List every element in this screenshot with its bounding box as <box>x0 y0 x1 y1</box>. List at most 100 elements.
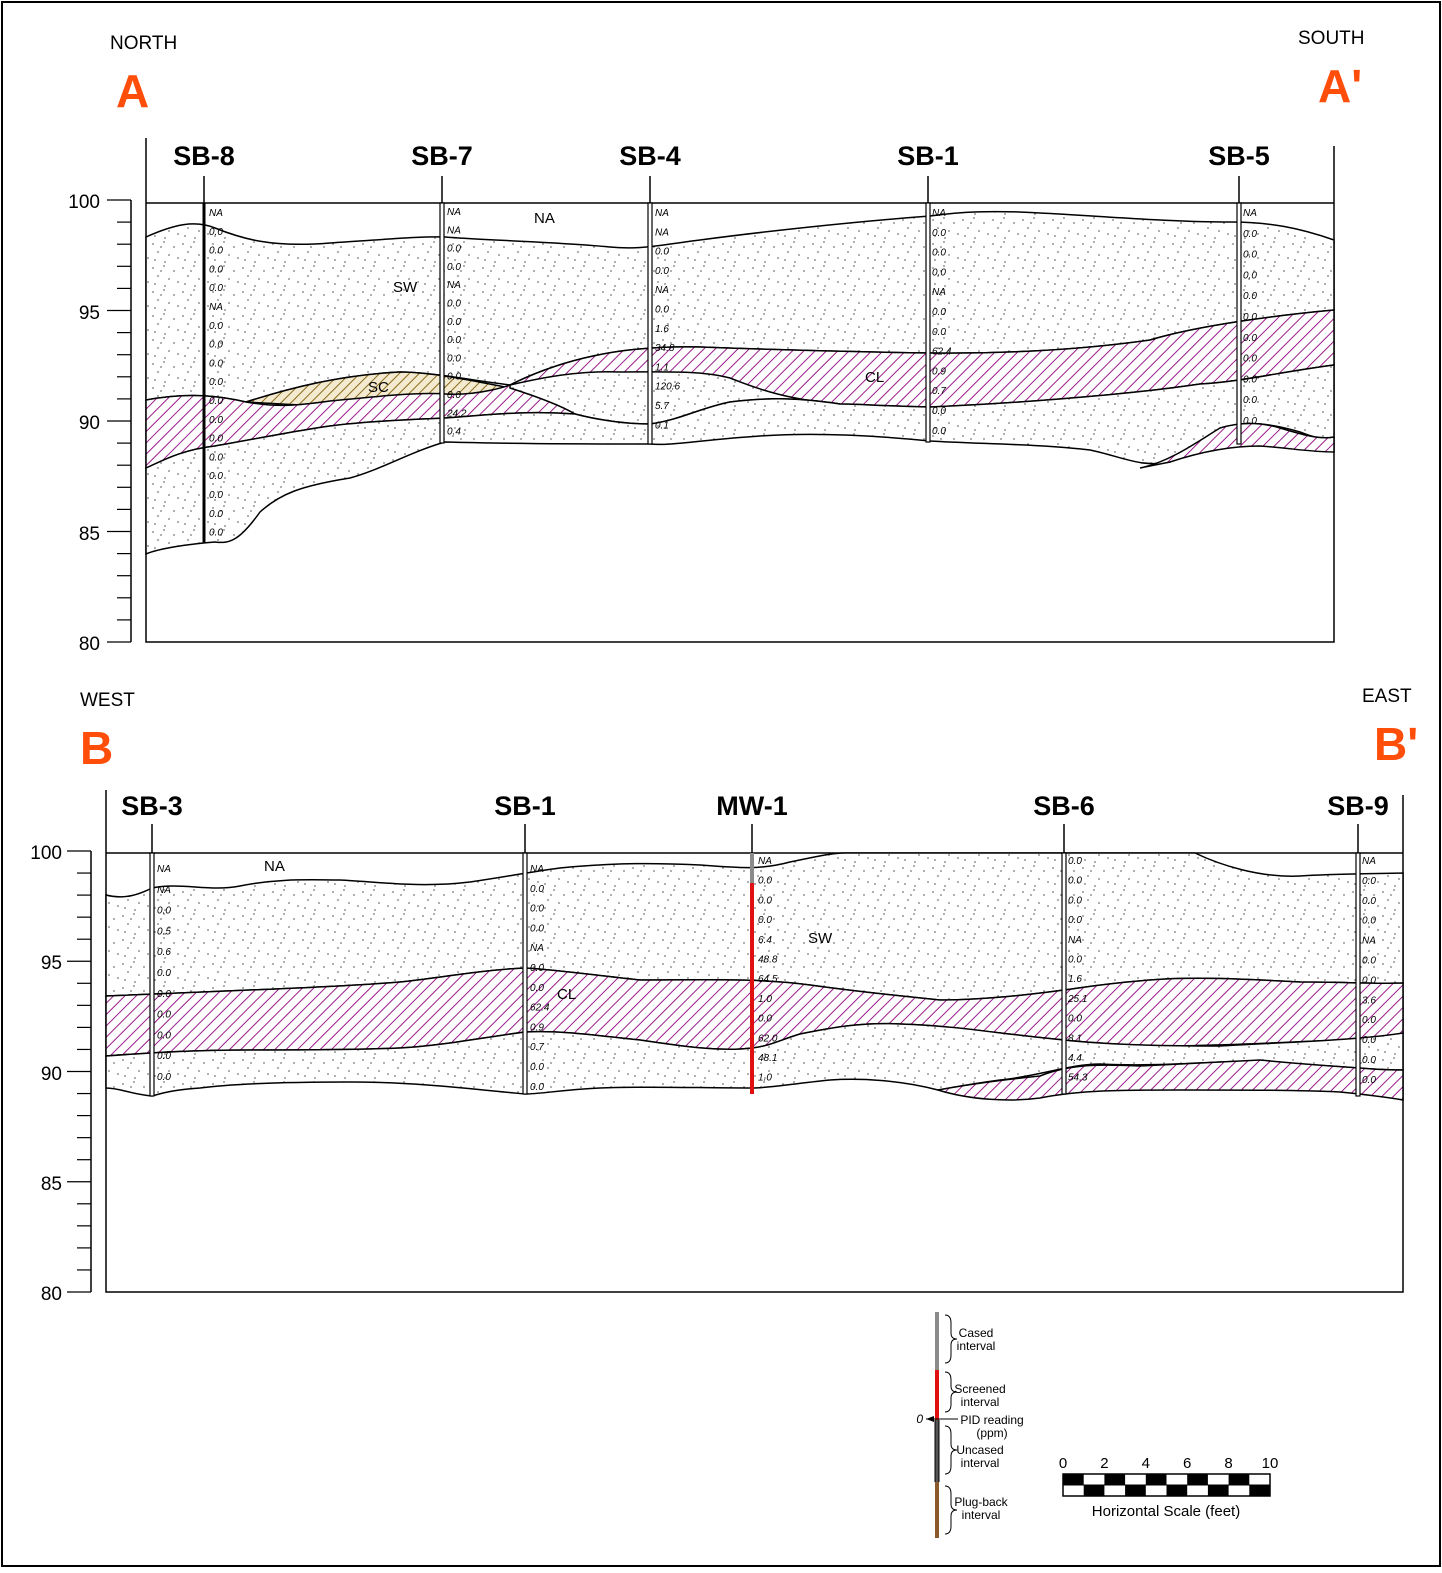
pid-reading: 0.0 <box>1362 1035 1376 1046</box>
boring-name: SB-8 <box>173 141 235 171</box>
pid-reading: 0.0 <box>1068 895 1082 906</box>
pid-reading: NA <box>1243 208 1257 219</box>
pid-reading: 0.0 <box>932 228 946 239</box>
pid-reading: 0.0 <box>209 452 223 463</box>
pid-reading: 0.0 <box>209 471 223 482</box>
pid-reading: 0.0 <box>209 321 223 332</box>
soil-label-na-b: NA <box>264 858 285 875</box>
clay-lens-sb5 <box>1139 422 1335 469</box>
boring-sb-8: SB-8 NA 0.0 0.0 0.0 0.0 NA 0.0 0.0 0.0 0.0 0.0 0.0 0.… <box>173 141 235 543</box>
pid-reading: 0.0 <box>447 262 461 273</box>
pid-reading: 0.0 <box>209 377 223 388</box>
pid-reading: 0.0 <box>530 904 544 915</box>
pid-reading: 62.4 <box>530 1003 550 1014</box>
pid-reading: NA <box>209 302 223 313</box>
pid-reading: 0.0 <box>157 1051 171 1062</box>
pid-reading: 120.6 <box>655 382 680 393</box>
pid-reading: NA <box>209 208 223 219</box>
pid-reading: 0.0 <box>758 1014 772 1025</box>
pid-reading: 0.0 <box>447 244 461 255</box>
pid-reading: 0.0 <box>1362 1015 1376 1026</box>
pid-reading: 0.0 <box>1068 856 1082 867</box>
pid-reading: 0.5 <box>157 926 171 937</box>
pid-reading: 0.0 <box>530 963 544 974</box>
well-legend: 0 Cased interval Screened interval PID rea… <box>916 1312 1024 1538</box>
pid-reading: 0.9 <box>932 366 946 377</box>
pid-reading: 0.0 <box>758 876 772 887</box>
pid-reading: 0.0 <box>157 1072 171 1083</box>
pid-reading: 0.0 <box>157 968 171 979</box>
pid-reading: 0.0 <box>209 509 223 520</box>
y-tick-100-a: 100 <box>68 192 100 213</box>
boring-sb-6: SB-6 0.0 0.0 0.0 0.0 NA 0.0 1.6 25.1 0.0 8.1 4.4 54.… <box>1033 791 1095 1095</box>
y-tick-85-b: 85 <box>41 1174 62 1195</box>
pid-reading: 0.6 <box>157 947 171 958</box>
pid-reading: 0.0 <box>209 227 223 238</box>
boring-name: MW-1 <box>716 791 787 821</box>
pid-reading: 0.0 <box>1243 250 1257 261</box>
boring-mw-1: MW-1 NA 0.0 0.0 0.0 6.4 48.8 64.5 1.0 0.0 62.0 48.1… <box>716 791 788 1094</box>
pid-reading: 0.9 <box>530 1022 544 1033</box>
boring-log <box>1355 852 1361 1097</box>
y-tick-80-b: 80 <box>41 1284 62 1305</box>
pid-reading: 0.0 <box>530 1082 544 1093</box>
pid-reading: 0.0 <box>1068 915 1082 926</box>
pid-reading: NA <box>530 943 544 954</box>
pid-reading: 0.0 <box>932 248 946 259</box>
pid-reading: 0.7 <box>530 1042 544 1053</box>
direction-south: SOUTH <box>1298 28 1365 49</box>
pid-reading: 0.0 <box>1243 229 1257 240</box>
soil-label-sw-a: SW <box>393 279 418 296</box>
pid-reading: 0.0 <box>209 415 223 426</box>
scale-segment <box>1125 1485 1146 1496</box>
pid-reading: 48.1 <box>758 1053 777 1064</box>
elevation-axis-b <box>67 850 92 1293</box>
pid-reading: 8.1 <box>1068 1033 1082 1044</box>
legend-screened-label: Screened interval <box>954 1382 1005 1409</box>
direction-north: NORTH <box>110 33 177 54</box>
pid-reading: 0.0 <box>157 989 171 1000</box>
boring-sb-1: SB-1 NA 0.0 0.0 0.0 NA 0.0 0.0 62.4 0.9 0.7 0.0 0.0 <box>494 791 556 1095</box>
pid-reading: NA <box>447 225 461 236</box>
pid-reading: 0.0 <box>1362 876 1376 887</box>
boring-sb-4: SB-4 NA NA 0.0 0.0 NA 0.0 1.6 34.8 1.1 120.6 5.7 0.1 <box>619 141 681 445</box>
pid-reading: 0.0 <box>1068 1014 1082 1025</box>
pid-reading: 0.0 <box>1243 270 1257 281</box>
pid-reading: 0.0 <box>209 434 223 445</box>
pid-reading: NA <box>758 856 772 867</box>
pid-reading: 0.0 <box>1362 916 1376 927</box>
pid-reading: 0.0 <box>530 1062 544 1073</box>
pid-reading: NA <box>1068 935 1082 946</box>
scale-segment <box>1145 1474 1167 1485</box>
pid-reading: 0.0 <box>1243 416 1257 427</box>
pid-reading: NA <box>1362 856 1376 867</box>
pid-reading: 0.0 <box>157 906 171 917</box>
legend-pid-zero: 0 <box>916 1412 923 1426</box>
scale-segment <box>1083 1485 1105 1496</box>
sand-layer-lower-a <box>145 364 1335 556</box>
scale-segment <box>1207 1485 1229 1496</box>
pid-reading: NA <box>655 208 669 219</box>
pid-reading: 0.0 <box>932 327 946 338</box>
pid-reading: 0.0 <box>655 305 669 316</box>
pid-reading: 0.0 <box>209 264 223 275</box>
pid-reading: 0.0 <box>932 406 946 417</box>
pid-reading: 0.0 <box>447 335 461 346</box>
pid-reading: NA <box>655 227 669 238</box>
pid-reading: NA <box>157 885 171 896</box>
pid-reading: 3.6 <box>1362 995 1376 1006</box>
boring-sb-3: SB-3 NA NA 0.0 0.5 0.6 0.0 0.0 0.0 0.0 0.0 0.0 <box>121 791 183 1097</box>
soil-label-sc-a: SC <box>368 379 389 396</box>
scale-segment <box>1104 1474 1126 1485</box>
legend-cased-label: Cased interval <box>957 1326 996 1353</box>
scale-title: Horizontal Scale (feet) <box>1092 1503 1240 1520</box>
pid-reading: 0.0 <box>447 299 461 310</box>
section-a: NORTH SOUTH A A' 100 95 90 85 80 NA SW S… <box>68 28 1364 655</box>
borings-b: SB-3 NA NA 0.0 0.5 0.6 0.0 0.0 0.0 0.0 0.0 0.0 SB-1 N… <box>121 791 1389 1097</box>
pid-reading: 0.0 <box>1362 896 1376 907</box>
legend-plugback-label: Plug-back interval <box>954 1495 1008 1522</box>
pid-reading: NA <box>447 207 461 218</box>
pid-reading: NA <box>447 280 461 291</box>
